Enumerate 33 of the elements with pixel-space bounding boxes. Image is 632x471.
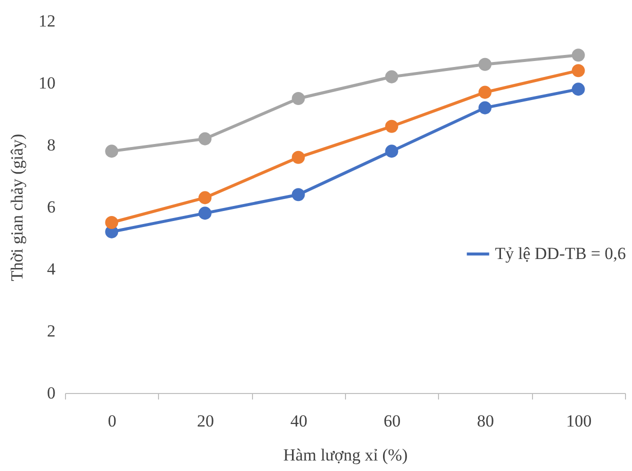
point: [478, 58, 492, 71]
point: [385, 120, 398, 133]
y-tick-label: 8: [47, 136, 56, 154]
point: [385, 144, 398, 158]
point: [198, 132, 212, 146]
y-tick-label: 0: [47, 384, 56, 402]
x-tick-label: 40: [290, 412, 308, 430]
y-tick-label: 6: [47, 198, 56, 216]
y-tick-label: 4: [47, 260, 56, 278]
x-tick-label: 20: [197, 412, 214, 430]
x-tick-label: 0: [108, 412, 116, 430]
point: [572, 48, 585, 62]
point: [198, 191, 212, 204]
x-axis-title: Hàm lượng xỉ (%): [283, 446, 408, 464]
point: [105, 216, 118, 230]
point: [292, 92, 305, 106]
y-tick-label: 12: [38, 12, 56, 30]
point: [292, 150, 305, 164]
point: [478, 101, 492, 114]
y-tick-label: 10: [38, 74, 56, 92]
y-axis-title: Thời gian chảy (giây): [8, 134, 26, 282]
point: [478, 86, 492, 99]
legend-label: Tỷ lệ DD-TB = 0,6: [495, 244, 626, 263]
x-tick-label: 60: [384, 412, 401, 430]
x-tick-label: 100: [566, 412, 592, 430]
x-tick-label: 80: [477, 412, 494, 430]
point: [572, 82, 585, 96]
point: [292, 188, 305, 202]
point: [385, 70, 398, 84]
point: [105, 144, 118, 158]
y-tick-label: 2: [47, 322, 56, 340]
point: [198, 206, 212, 220]
point: [572, 64, 585, 78]
